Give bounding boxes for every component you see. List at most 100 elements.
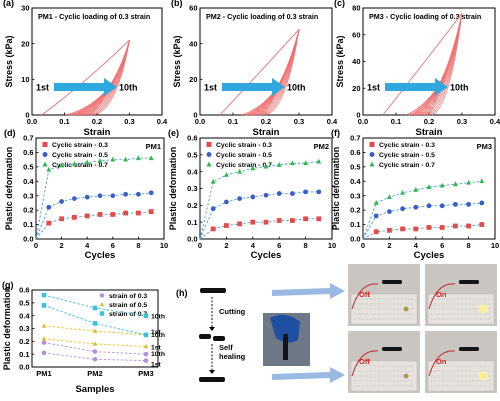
y-tick-label: 0 (356, 111, 360, 120)
hysteresis-curve (90, 40, 130, 116)
x-tick-label: 4 (85, 241, 90, 250)
legend-label: strain of 0.5 (109, 302, 147, 309)
legend-label: Cyclic strain - 0.3 (52, 142, 108, 149)
x-tick-label: 0.3 (124, 117, 134, 126)
data-point (250, 194, 256, 200)
y-tick-label: 0.1 (19, 350, 29, 359)
x-tick-label: 0.4 (157, 117, 168, 126)
data-point (400, 226, 405, 232)
data-point (143, 358, 149, 363)
y-tick-label: 30 (21, 4, 29, 13)
y-tick-label: 0.2 (187, 201, 197, 210)
data-point (237, 196, 243, 202)
x-tick-label: 8 (304, 241, 308, 250)
x-tick-label: 6 (440, 241, 444, 250)
x-axis-label: Cycles (85, 250, 116, 261)
fit-curve (35, 157, 152, 240)
y-tick-label: 0.7 (23, 134, 33, 143)
data-point (148, 190, 154, 196)
wire (428, 350, 456, 377)
led-glow (478, 304, 488, 314)
legend-label: strain of 0.7 (109, 311, 147, 318)
plot-frame (35, 137, 165, 240)
data-point (387, 194, 392, 200)
fit-curve (35, 192, 152, 240)
cycle-arrow-shaft (385, 83, 436, 91)
annotation-10th: 10th (287, 83, 306, 93)
y-tick-label: 20 (189, 75, 197, 84)
hysteresis-unload (265, 29, 300, 116)
cycle-arrow-head (104, 78, 117, 96)
step-label-self: Self (219, 343, 233, 352)
data-point (387, 209, 392, 214)
fit-curve (362, 224, 482, 240)
x-axis-label: Strain (416, 127, 443, 138)
x-tick-label: 6 (111, 241, 115, 250)
y-tick-label: 0.3 (19, 324, 29, 333)
glove (270, 314, 300, 343)
y-axis-label: Plastic deformation (168, 147, 178, 231)
data-point (250, 165, 256, 171)
chart-title: PM2 - Cyclic loading of 0.3 strain (206, 12, 318, 21)
panel-sample-label: PM1 (146, 142, 161, 151)
x-tick-label: 0.3 (294, 117, 304, 126)
y-tick-label: 0.2 (19, 337, 29, 346)
legend-label: Cyclic strain - 0.3 (379, 142, 435, 149)
y-axis-label: Stress (kPa) (335, 35, 345, 87)
x-tick-label: 4 (251, 241, 256, 250)
data-point (276, 218, 282, 223)
legend-marker (42, 161, 48, 167)
sample-hanging (283, 334, 288, 360)
led-off (403, 373, 409, 379)
hysteresis-curve (73, 40, 130, 116)
hysteresis-unload (247, 29, 300, 116)
x-tick-label: 0.2 (261, 117, 271, 126)
y-axis-label: Plastic deformation (331, 147, 341, 231)
y-tick-label: 0.3 (187, 184, 197, 193)
chart-e: 0 2 4 6 8 10 0.0 0.1 0.2 0.3 0.4 0.5 0.6 Cycles Plasti… (168, 128, 336, 261)
data-point (143, 313, 149, 318)
data-point (453, 223, 458, 229)
data-point (479, 178, 485, 184)
hysteresis-unload (76, 40, 130, 116)
y-tick-label: 0.5 (19, 298, 29, 307)
data-point (387, 227, 392, 233)
y-tick-label: 0 (193, 111, 197, 120)
data-point (84, 213, 90, 219)
conductor-sample (459, 280, 479, 284)
hysteresis-curve-1st (382, 13, 463, 116)
panel-label: (g) (2, 280, 14, 290)
y-tick-label: 0.3 (23, 191, 33, 200)
x-axis-label: Samples (75, 384, 114, 395)
annotation-1st: 1st (367, 83, 380, 93)
flow-arrowhead (209, 370, 215, 374)
chart-b: 0.0 0.1 0.2 0.3 0.4 0 20 40 60 Strain Stress (kPa)… (171, 0, 338, 138)
panel-label: (f) (331, 128, 340, 138)
data-point (224, 223, 229, 228)
y-tick-label: 0.4 (350, 177, 361, 186)
hysteresis-curve-1st (219, 29, 300, 116)
chart-c: 0.0 0.1 0.2 0.3 0.4 0 20 40 60 80 Strain Stress (kP… (334, 0, 500, 138)
hysteresis-unload (93, 40, 130, 116)
y-tick-label: 0.2 (350, 206, 360, 215)
legend-marker (99, 293, 105, 298)
y-tick-label: 60 (189, 4, 197, 13)
data-point (97, 212, 103, 217)
data-point (224, 172, 229, 177)
y-tick-label: 0.0 (23, 235, 33, 244)
sample-intact (200, 288, 226, 293)
data-point (72, 214, 77, 220)
data-point (41, 303, 47, 308)
conductor-sample (459, 347, 479, 351)
data-point (136, 155, 141, 161)
y-tick-label: 20 (21, 39, 29, 48)
y-tick-label: 0.4 (23, 177, 34, 186)
fit-curve (199, 218, 319, 240)
data-point (92, 349, 98, 354)
y-tick-label: 10 (21, 75, 29, 84)
data-point (41, 323, 47, 328)
data-point (136, 191, 141, 197)
x-tick-label: 10 (491, 241, 499, 250)
hysteresis-unload (251, 29, 300, 116)
hysteresis-unload (426, 13, 463, 116)
